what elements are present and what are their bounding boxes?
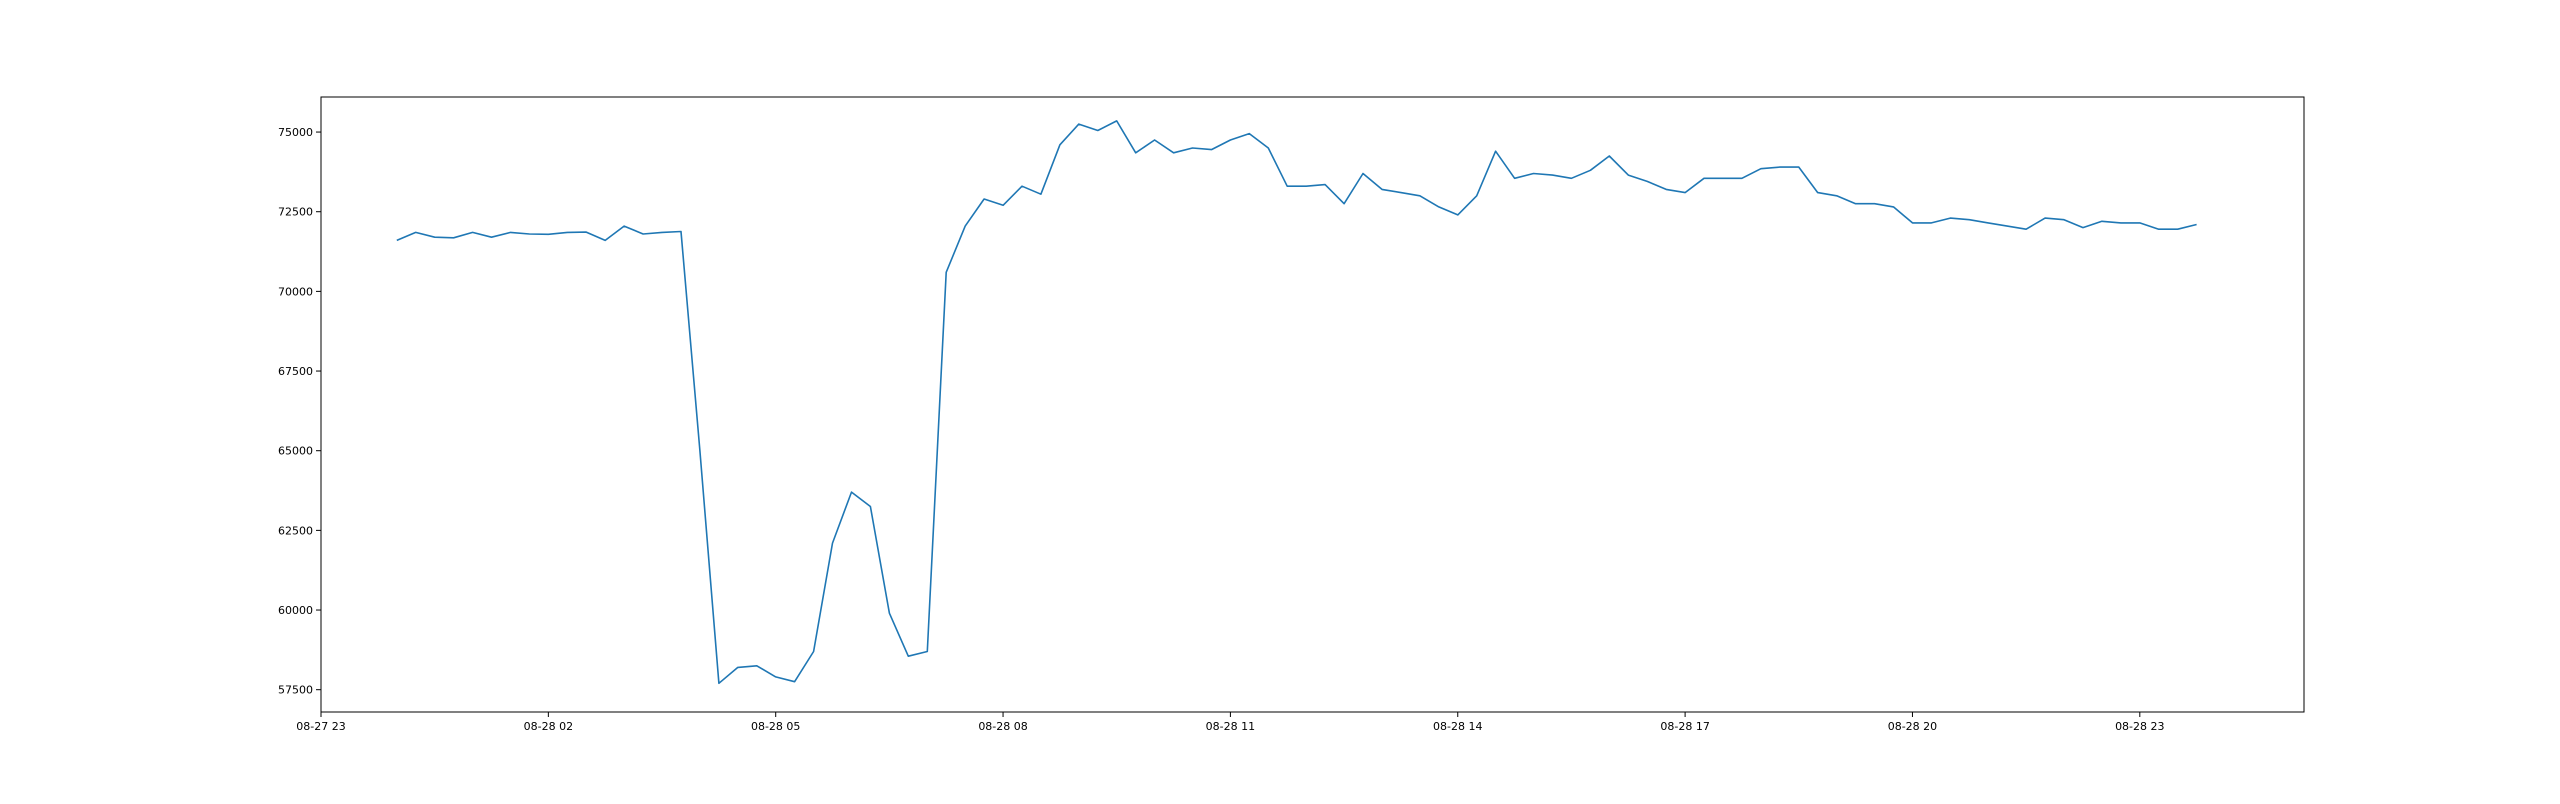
y-axis: 57500 60000 62500 65000 67500 70000 72500 75000	[278, 126, 321, 697]
x-tick-label: 08-27 23	[296, 720, 345, 733]
x-tick-label: 08-28 05	[751, 720, 800, 733]
y-tick-label: 60000	[278, 604, 313, 617]
x-axis: 08-27 23 08-28 02 08-28 05 08-28 08 08-28 11…	[296, 712, 2165, 733]
x-tick-label: 08-28 08	[978, 720, 1027, 733]
y-tick-label: 57500	[278, 684, 313, 697]
y-tick-label: 65000	[278, 445, 313, 458]
y-tick-label: 75000	[278, 126, 313, 139]
series-line-0	[396, 120, 2197, 685]
plot-background	[321, 97, 2304, 712]
x-tick-label: 08-28 17	[1660, 720, 1709, 733]
x-tick-label: 08-28 20	[1888, 720, 1937, 733]
y-tick-label: 70000	[278, 285, 313, 298]
y-tick-label: 62500	[278, 524, 313, 537]
x-tick-label: 08-28 02	[524, 720, 573, 733]
y-tick-label: 67500	[278, 365, 313, 378]
x-tick-label: 08-28 11	[1206, 720, 1255, 733]
x-tick-label: 08-28 14	[1433, 720, 1482, 733]
axes-border	[320, 96, 2305, 713]
y-tick-label: 72500	[278, 206, 313, 219]
axes-frame	[320, 96, 2305, 713]
plot-area	[321, 97, 2304, 712]
x-tick-label: 08-28 23	[2115, 720, 2164, 733]
series-layer	[396, 120, 2197, 685]
